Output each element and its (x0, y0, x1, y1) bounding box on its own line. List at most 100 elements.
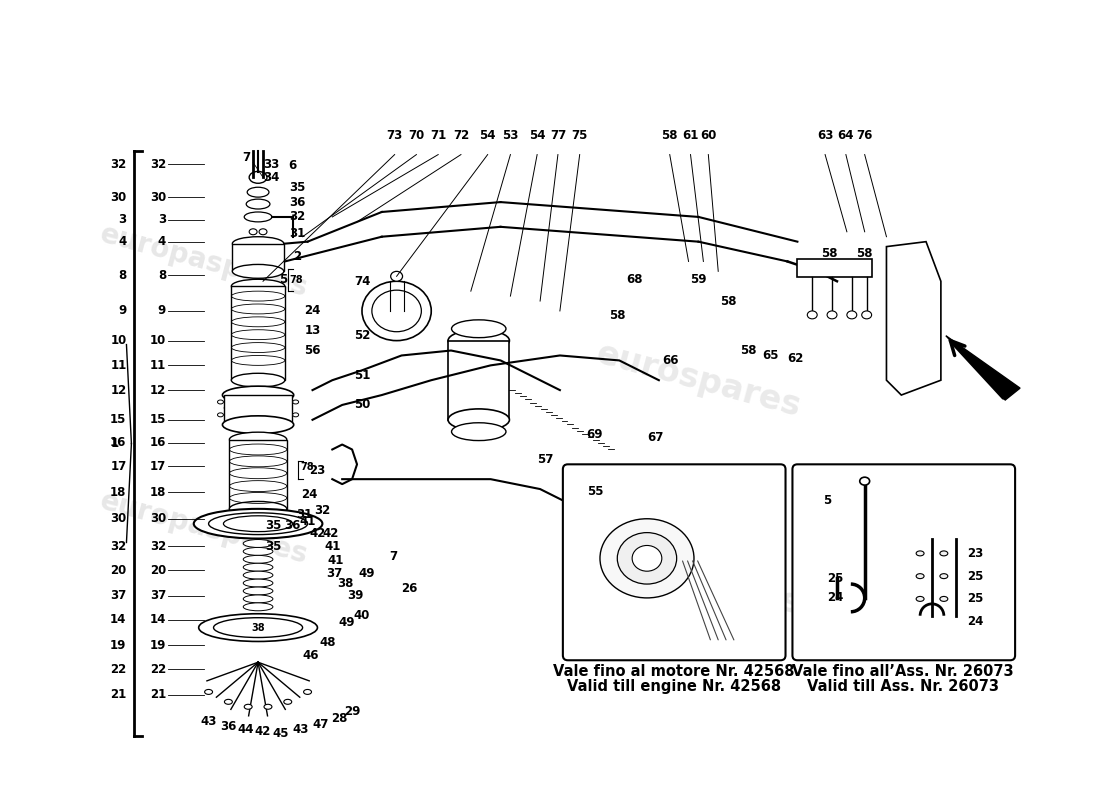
Ellipse shape (916, 551, 924, 556)
Text: 36: 36 (289, 195, 306, 209)
Ellipse shape (861, 311, 871, 319)
Text: 69: 69 (586, 428, 603, 441)
Text: 48: 48 (319, 636, 336, 649)
Text: 13: 13 (305, 324, 320, 338)
Ellipse shape (243, 587, 273, 595)
Text: 32: 32 (110, 540, 126, 553)
Text: 16: 16 (110, 436, 126, 449)
Text: 19: 19 (150, 639, 166, 652)
Ellipse shape (205, 690, 212, 694)
Text: 1: 1 (110, 437, 119, 450)
Text: 8: 8 (157, 269, 166, 282)
Text: 61: 61 (682, 130, 698, 142)
Text: 25: 25 (967, 570, 983, 582)
Text: 16: 16 (150, 436, 166, 449)
Text: 14: 14 (150, 613, 166, 626)
Text: 72: 72 (453, 130, 469, 142)
Text: 65: 65 (762, 349, 779, 362)
Ellipse shape (230, 502, 287, 516)
Ellipse shape (260, 229, 267, 234)
Text: 21: 21 (110, 688, 126, 702)
Text: 24: 24 (967, 615, 983, 628)
Ellipse shape (243, 595, 273, 603)
Text: 38: 38 (251, 622, 265, 633)
Ellipse shape (362, 282, 431, 341)
Text: 15: 15 (150, 414, 166, 426)
Ellipse shape (939, 574, 948, 578)
Text: 53: 53 (503, 130, 518, 142)
Text: 20: 20 (110, 564, 126, 577)
Text: 58: 58 (821, 247, 837, 260)
Text: 24: 24 (301, 487, 318, 501)
FancyBboxPatch shape (792, 464, 1015, 660)
Text: 71: 71 (430, 130, 447, 142)
Ellipse shape (243, 603, 273, 610)
Ellipse shape (231, 279, 285, 293)
FancyBboxPatch shape (563, 464, 785, 660)
Ellipse shape (246, 199, 270, 209)
Text: 43: 43 (200, 715, 217, 728)
Text: 32: 32 (315, 504, 330, 518)
Text: 4: 4 (157, 235, 166, 248)
Text: 2: 2 (294, 250, 301, 263)
Ellipse shape (244, 704, 252, 710)
Text: europaspares: europaspares (97, 220, 311, 302)
Text: 47: 47 (312, 718, 329, 731)
Ellipse shape (244, 212, 272, 222)
Ellipse shape (632, 546, 662, 571)
Text: Valid till engine Nr. 42568: Valid till engine Nr. 42568 (566, 679, 781, 694)
Text: 37: 37 (150, 590, 166, 602)
Text: 10: 10 (110, 334, 126, 347)
Text: 77: 77 (550, 130, 566, 142)
Ellipse shape (293, 413, 298, 417)
Text: 41: 41 (299, 515, 316, 528)
Bar (224, 395, 292, 425)
Text: 73: 73 (386, 130, 403, 142)
Ellipse shape (916, 597, 924, 602)
Text: 58: 58 (739, 344, 756, 357)
Text: 42: 42 (309, 527, 326, 540)
Bar (230, 439, 287, 509)
Text: 18: 18 (110, 486, 126, 498)
Text: 36: 36 (285, 519, 301, 532)
Ellipse shape (224, 699, 232, 704)
Text: Vale fino al motore Nr. 42568: Vale fino al motore Nr. 42568 (553, 664, 794, 678)
Text: 17: 17 (150, 460, 166, 473)
Text: 51: 51 (354, 369, 371, 382)
Ellipse shape (250, 229, 257, 234)
Text: 37: 37 (326, 566, 342, 580)
Ellipse shape (807, 311, 817, 319)
Ellipse shape (284, 699, 292, 704)
Bar (232, 244, 284, 271)
Ellipse shape (390, 271, 403, 282)
Ellipse shape (448, 409, 509, 430)
Ellipse shape (243, 539, 273, 547)
Text: 30: 30 (150, 190, 166, 204)
Text: 6: 6 (288, 159, 297, 172)
Text: 75: 75 (572, 130, 587, 142)
Text: 33: 33 (263, 158, 279, 171)
Ellipse shape (451, 320, 506, 338)
Text: 29: 29 (344, 706, 361, 718)
Text: 19: 19 (110, 639, 126, 652)
Ellipse shape (293, 400, 298, 404)
Text: 57: 57 (537, 453, 553, 466)
Text: 3: 3 (119, 214, 126, 226)
Text: 12: 12 (150, 384, 166, 397)
Text: Vale fino all’Ass. Nr. 26073: Vale fino all’Ass. Nr. 26073 (792, 664, 1014, 678)
Ellipse shape (218, 400, 223, 404)
Text: 41: 41 (327, 554, 343, 567)
Text: 32: 32 (289, 210, 306, 223)
Text: 10: 10 (150, 334, 166, 347)
Text: 42: 42 (255, 725, 272, 738)
Text: 22: 22 (110, 662, 126, 676)
Text: 24: 24 (827, 591, 844, 605)
Ellipse shape (218, 413, 223, 417)
Text: 55: 55 (587, 485, 604, 498)
Ellipse shape (939, 551, 948, 556)
Text: 35: 35 (265, 540, 282, 553)
Text: 32: 32 (150, 158, 166, 171)
Text: 8: 8 (118, 269, 127, 282)
Ellipse shape (250, 171, 267, 183)
Polygon shape (887, 242, 940, 395)
